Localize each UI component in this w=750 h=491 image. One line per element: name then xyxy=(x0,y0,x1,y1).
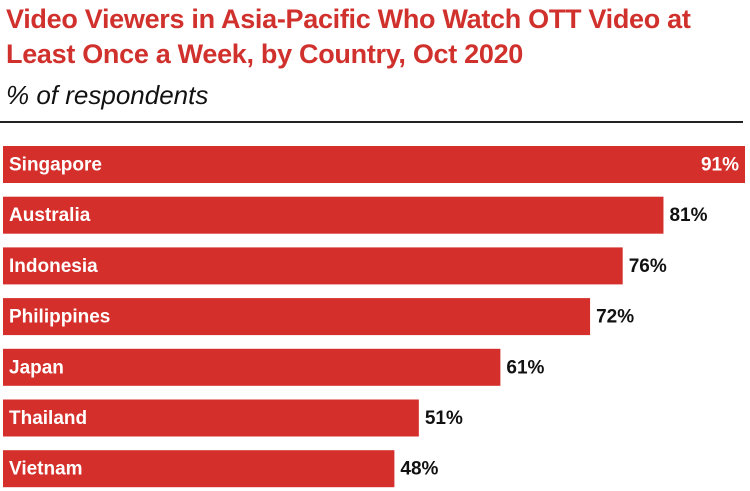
category-label: Philippines xyxy=(9,307,110,328)
category-label: Japan xyxy=(9,357,64,378)
bar xyxy=(3,146,745,183)
value-label: 61% xyxy=(506,357,544,378)
bar xyxy=(3,399,419,437)
bar xyxy=(3,348,501,386)
category-label: Vietnam xyxy=(9,459,83,480)
value-label: 72% xyxy=(596,307,634,328)
bar xyxy=(3,450,395,488)
value-label: 76% xyxy=(629,256,667,277)
value-label: 48% xyxy=(400,459,438,480)
bar xyxy=(3,298,591,336)
bar xyxy=(3,196,664,234)
category-label: Indonesia xyxy=(9,256,98,277)
category-label: Singapore xyxy=(9,155,102,176)
value-label: 51% xyxy=(425,408,463,429)
chart-subtitle: % of respondents xyxy=(6,80,209,110)
category-label: Australia xyxy=(9,205,91,226)
divider xyxy=(0,121,743,123)
bar xyxy=(3,247,623,285)
chart-title: Video Viewers in Asia-Pacific Who Watch … xyxy=(6,4,691,69)
value-label: 91% xyxy=(701,155,739,176)
value-label: 81% xyxy=(669,205,707,226)
category-label: Thailand xyxy=(9,408,87,429)
